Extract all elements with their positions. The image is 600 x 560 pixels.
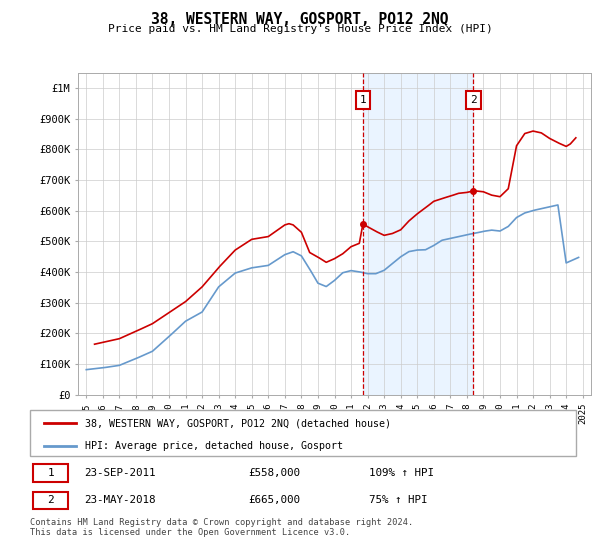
Text: 1: 1	[47, 468, 54, 478]
Text: 38, WESTERN WAY, GOSPORT, PO12 2NQ (detached house): 38, WESTERN WAY, GOSPORT, PO12 2NQ (deta…	[85, 418, 391, 428]
Text: 23-SEP-2011: 23-SEP-2011	[85, 468, 156, 478]
Text: Price paid vs. HM Land Registry's House Price Index (HPI): Price paid vs. HM Land Registry's House …	[107, 24, 493, 34]
Text: Contains HM Land Registry data © Crown copyright and database right 2024.
This d: Contains HM Land Registry data © Crown c…	[30, 518, 413, 538]
FancyBboxPatch shape	[33, 464, 68, 482]
Text: 23-MAY-2018: 23-MAY-2018	[85, 496, 156, 505]
Text: 38, WESTERN WAY, GOSPORT, PO12 2NQ: 38, WESTERN WAY, GOSPORT, PO12 2NQ	[151, 12, 449, 27]
Text: £558,000: £558,000	[248, 468, 301, 478]
Text: 75% ↑ HPI: 75% ↑ HPI	[368, 496, 427, 505]
FancyBboxPatch shape	[33, 492, 68, 509]
Text: 1: 1	[359, 95, 367, 105]
Text: £665,000: £665,000	[248, 496, 301, 505]
Text: 2: 2	[47, 496, 54, 505]
Text: 109% ↑ HPI: 109% ↑ HPI	[368, 468, 434, 478]
Text: HPI: Average price, detached house, Gosport: HPI: Average price, detached house, Gosp…	[85, 441, 343, 451]
Bar	[363, 73, 473, 395]
Text: 2: 2	[470, 95, 477, 105]
FancyBboxPatch shape	[30, 410, 576, 456]
